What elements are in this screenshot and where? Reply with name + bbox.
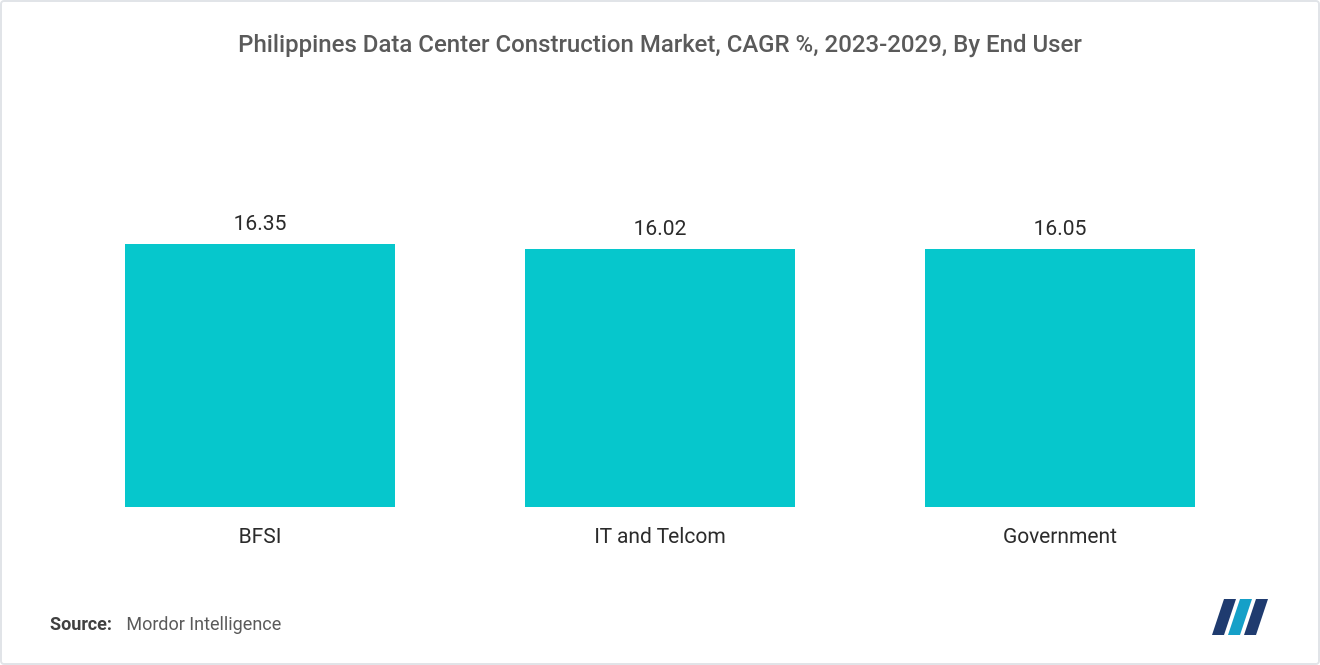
bar-rect: [525, 249, 795, 507]
bar-rect: [125, 244, 395, 507]
mordor-logo-icon: [1210, 597, 1270, 635]
bar-label: IT and Telcom: [594, 525, 726, 549]
bar-group-it-telcom: 16.02 IT and Telcom: [510, 209, 810, 549]
logo-svg: [1210, 597, 1270, 635]
chart-container: Philippines Data Center Construction Mar…: [0, 0, 1320, 665]
bar-value: 16.35: [234, 212, 287, 236]
bar-group-bfsi: 16.35 BFSI: [110, 209, 410, 549]
source-line: Source: Mordor Intelligence: [50, 614, 281, 635]
chart-plot-area: 16.35 BFSI 16.02 IT and Telcom 16.05 Gov…: [50, 148, 1270, 549]
bar-rect: [925, 249, 1195, 507]
bar-group-government: 16.05 Government: [910, 209, 1210, 549]
bars-row: 16.35 BFSI 16.02 IT and Telcom 16.05 Gov…: [110, 209, 1210, 549]
bar-value: 16.02: [634, 217, 687, 241]
bar-label: Government: [1003, 525, 1117, 549]
source-key: Source:: [50, 614, 112, 635]
bar-value: 16.05: [1034, 217, 1087, 241]
chart-title: Philippines Data Center Construction Mar…: [50, 30, 1270, 58]
source-value: Mordor Intelligence: [126, 614, 281, 635]
bar-label: BFSI: [239, 525, 282, 549]
chart-footer: Source: Mordor Intelligence: [50, 597, 1270, 635]
